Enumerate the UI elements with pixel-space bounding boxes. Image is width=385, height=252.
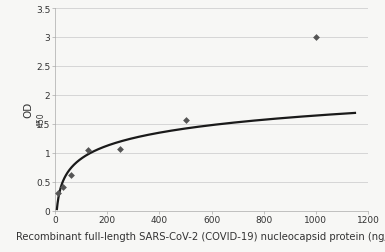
Point — [68, 173, 74, 177]
Point — [313, 36, 319, 40]
Point — [117, 148, 124, 152]
Point — [182, 118, 189, 122]
Text: 450: 450 — [37, 112, 45, 126]
X-axis label: Recombinant full-length SARS-CoV-2 (COVID-19) nucleocapsid protein (ng/mL): Recombinant full-length SARS-CoV-2 (COVI… — [16, 232, 385, 241]
Point — [55, 192, 61, 196]
Point — [85, 148, 91, 152]
Point — [60, 186, 66, 190]
Text: OD: OD — [23, 102, 33, 118]
